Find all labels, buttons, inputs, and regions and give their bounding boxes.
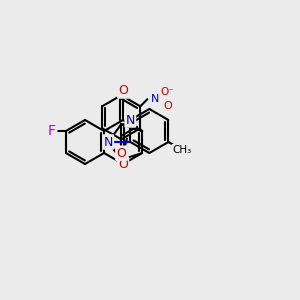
Text: F: F [48, 124, 56, 138]
Text: O: O [118, 85, 128, 98]
Text: CH₃: CH₃ [172, 145, 192, 155]
Text: N: N [151, 94, 160, 104]
Text: O⁻: O⁻ [160, 87, 174, 97]
Text: O: O [163, 101, 172, 111]
Text: N: N [103, 136, 113, 148]
Text: O: O [118, 158, 128, 170]
Text: N: N [126, 113, 135, 127]
Text: O: O [116, 147, 126, 160]
